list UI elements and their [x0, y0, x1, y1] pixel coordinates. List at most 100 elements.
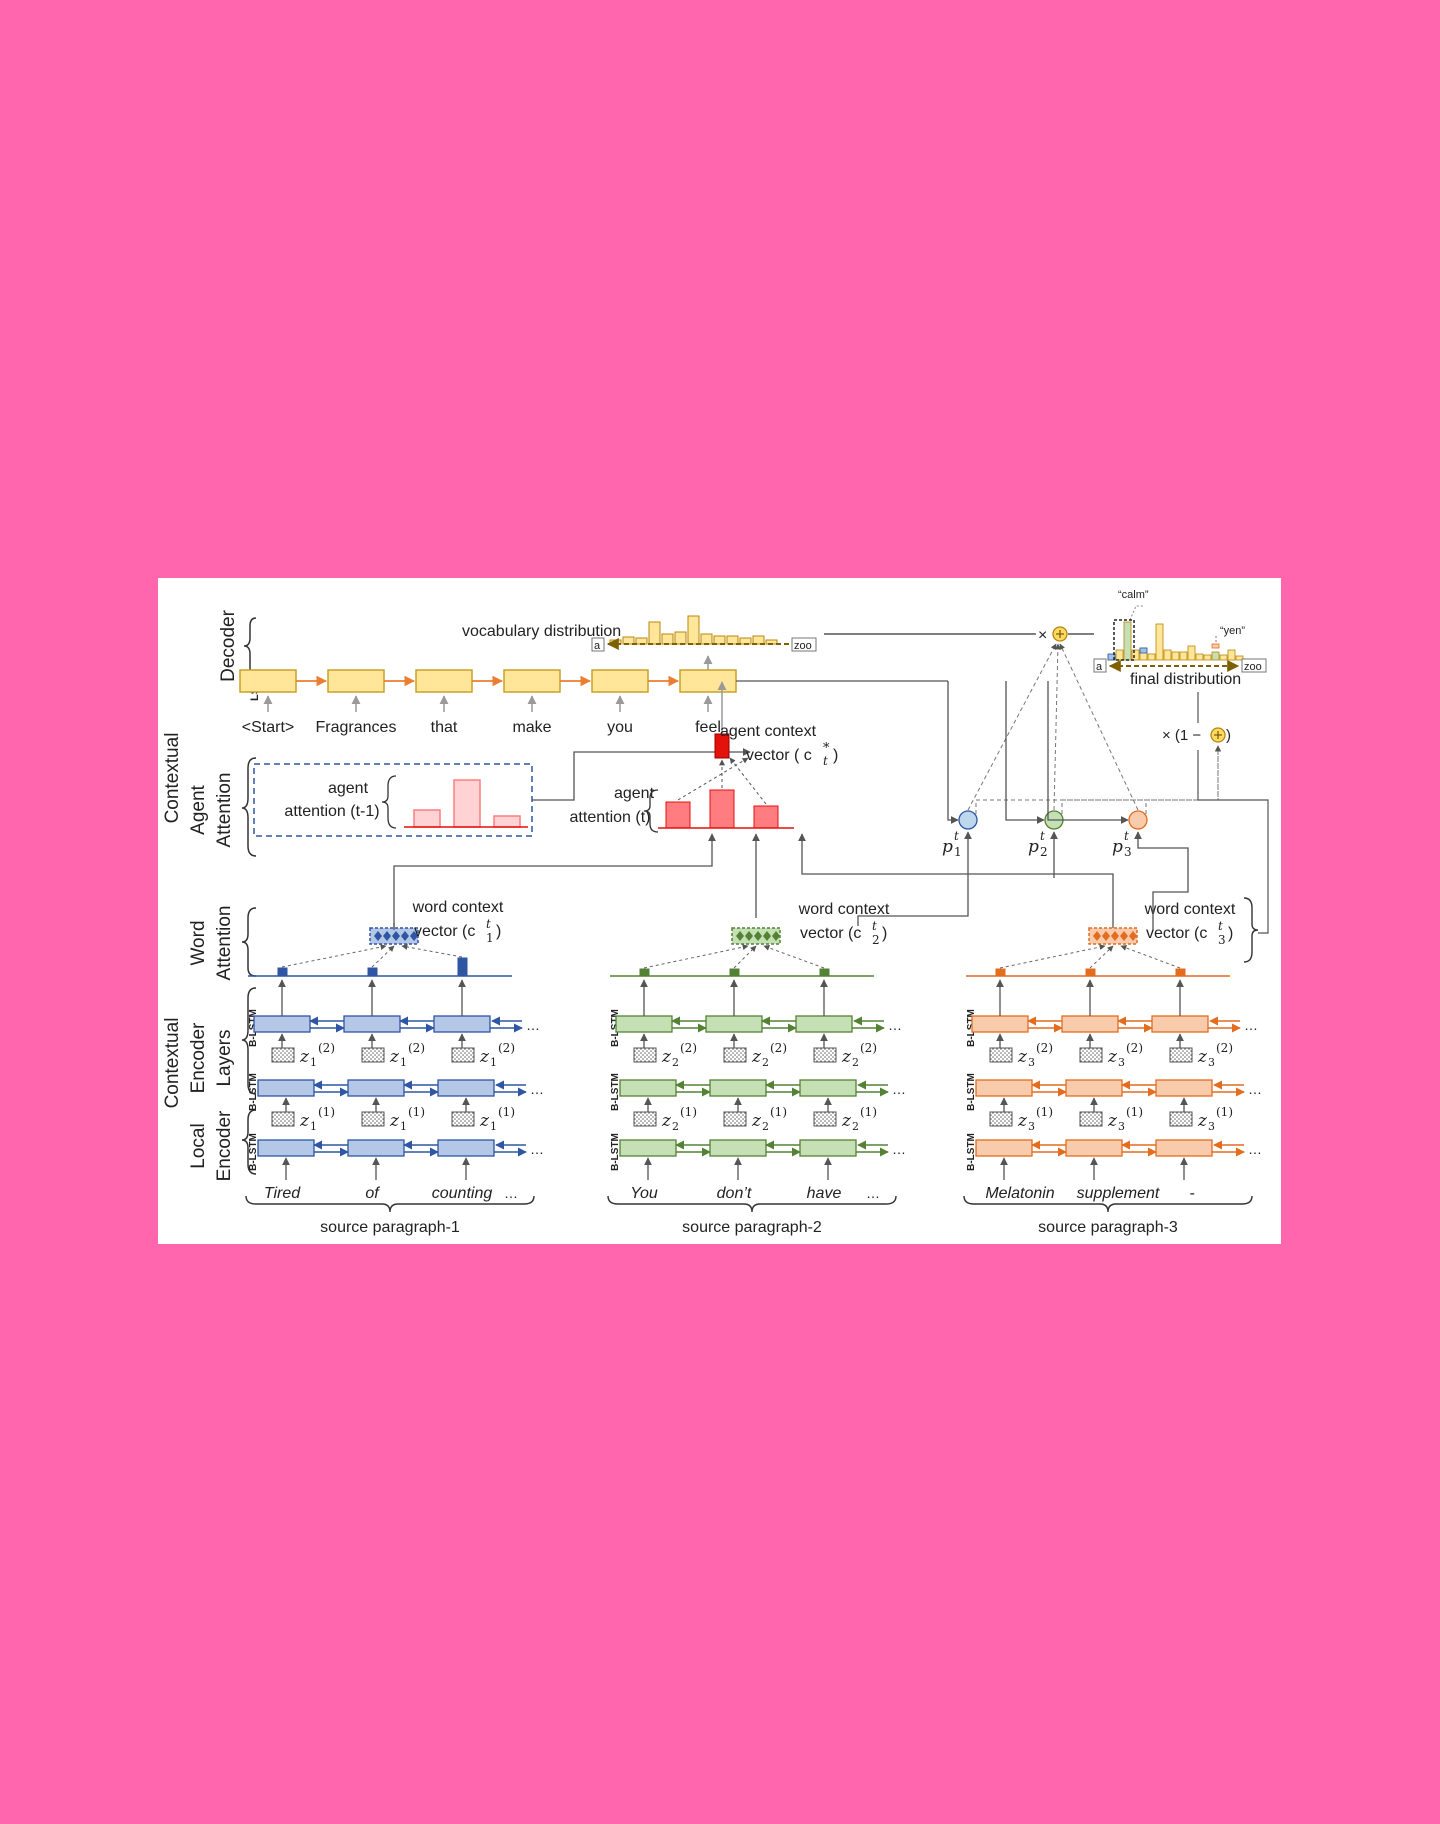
vocab-end-tick: zoo: [794, 640, 812, 652]
attention-to-context-dashed: [763, 945, 825, 969]
gate-sup: t: [1124, 829, 1129, 843]
paragraph-2: B-LSTMB-LSTMB-LSTM………z2(2)z2(2)z2(2)z2(1…: [607, 901, 906, 1236]
latent-z-sub: 1: [310, 1120, 317, 1133]
decoder-token: Fragrances: [316, 719, 397, 736]
vocab-end-tick-box: [791, 637, 817, 652]
trailing-ellipsis: …: [1248, 1141, 1262, 1157]
attention-to-context-dashed: [733, 945, 757, 969]
latent-z-sup: (1): [318, 1105, 335, 1119]
latent-z-box: [989, 1047, 1013, 1063]
blstm-cell: [1061, 1015, 1119, 1033]
agent-section-label-3: Attention: [214, 773, 235, 848]
source-word: Tired: [264, 1185, 301, 1202]
latent-z-sup: (1): [1216, 1105, 1233, 1119]
latent-z-sup: (1): [498, 1105, 515, 1119]
word-context-glyph: [410, 931, 418, 941]
word-attention-weight: [1085, 968, 1096, 977]
blstm-cell: [347, 1139, 405, 1157]
latent-z-sup: (2): [1036, 1041, 1053, 1055]
blstm-cell: [975, 1139, 1033, 1157]
latent-z-box: [1169, 1111, 1193, 1127]
section-labels: Decoder Contextual Agent Attention Word …: [162, 609, 257, 1181]
latent-z-box: [633, 1111, 657, 1127]
word-context-glyph: [754, 931, 762, 941]
gate-sup: t: [954, 829, 959, 843]
latent-z-label: z: [1197, 1111, 1208, 1131]
latent-z-sub: 2: [762, 1056, 769, 1069]
word-context-close: ): [1228, 925, 1233, 942]
trailing-ellipsis: …: [892, 1081, 906, 1097]
decoder-to-gate-line: [947, 681, 959, 824]
latent-z-sub: 1: [490, 1056, 497, 1069]
gate-sub: 1: [954, 845, 962, 859]
latent-z-label: z: [479, 1111, 490, 1131]
latent-z-sup: (2): [498, 1041, 515, 1055]
decoder-token: you: [607, 719, 633, 736]
decoder-cell: [327, 669, 385, 693]
c3-right-brace: [1243, 897, 1259, 963]
blstm-cell: [437, 1139, 495, 1157]
final-bar: [1155, 623, 1164, 661]
latent-z-box: [271, 1111, 295, 1127]
blstm-cell: [1151, 1015, 1209, 1033]
latent-z-box: [1079, 1047, 1103, 1063]
blstm-cell: [975, 1079, 1033, 1097]
decoder-cell: [239, 669, 297, 693]
blstm-label: B-LSTM: [610, 1133, 621, 1171]
latent-z-box: [451, 1111, 475, 1127]
latent-z-box: [271, 1047, 295, 1063]
vocab-bar: [752, 635, 765, 645]
agent-context-sup: *: [823, 741, 830, 756]
gate-sub: 2: [1040, 845, 1048, 859]
vocab-bar: [713, 635, 726, 645]
vocabulary-distribution-label: vocabulary distribution: [462, 623, 621, 640]
attention-to-context-dashed: [401, 944, 463, 958]
source-word: supplement: [1077, 1185, 1160, 1202]
decoder-to-gate-line: [1047, 681, 1129, 824]
local-brace: [241, 1109, 257, 1175]
word-context-sub: 3: [1218, 933, 1226, 947]
latent-z-label: z: [661, 1047, 672, 1067]
source-paragraph-label: source paragraph-3: [1038, 1219, 1178, 1236]
latent-z-sub: 3: [1118, 1120, 1125, 1133]
final-end-tick: zoo: [1244, 661, 1262, 673]
latent-z-sub: 3: [1208, 1056, 1215, 1069]
blstm-cell: [253, 1015, 311, 1033]
final-bar: [1227, 649, 1236, 661]
final-bar-source-3: [1211, 643, 1220, 649]
contextual-encoder-label-1: Contextual: [162, 1018, 183, 1109]
word-attention-weight: [457, 957, 468, 977]
final-start-tick: a: [1096, 661, 1103, 673]
latent-z-box: [1169, 1047, 1193, 1063]
prev-attention-to-context-line: [532, 748, 751, 801]
word-attention-weight: [819, 968, 830, 977]
final-bar: [1219, 654, 1228, 661]
latent-z-box: [451, 1047, 475, 1063]
vocab-bar: [674, 631, 687, 645]
latent-z-box: [813, 1047, 837, 1063]
decoder-cell: [415, 669, 473, 693]
latent-z-sup: (2): [1126, 1041, 1143, 1055]
latent-z-sup: (2): [318, 1041, 335, 1055]
latent-z-box: [633, 1047, 657, 1063]
word-context-glyph: [1111, 931, 1119, 941]
word-context-close: ): [882, 925, 887, 942]
latent-z-label: z: [389, 1047, 400, 1067]
trailing-ellipsis: …: [1248, 1081, 1262, 1097]
final-distribution-label: final distribution: [1130, 671, 1241, 688]
final-bar: [1187, 645, 1196, 661]
vocab-bar: [622, 636, 635, 645]
final-bar: [1131, 649, 1140, 661]
final-bar: [1163, 649, 1172, 661]
latent-z-label: z: [751, 1047, 762, 1067]
contextual-encoder-label-3: Layers: [214, 1029, 235, 1086]
word-context-title: word context: [1144, 901, 1236, 918]
local-encoder-label-2: Encoder: [214, 1110, 235, 1181]
latent-z-sub: 3: [1028, 1120, 1035, 1133]
blstm-cell: [709, 1079, 767, 1097]
blstm-cell: [795, 1015, 853, 1033]
vocab-bar: [700, 633, 713, 645]
decoder-cell: [591, 669, 649, 693]
agent-brace: [241, 757, 257, 857]
latent-z-sub: 2: [672, 1120, 679, 1133]
